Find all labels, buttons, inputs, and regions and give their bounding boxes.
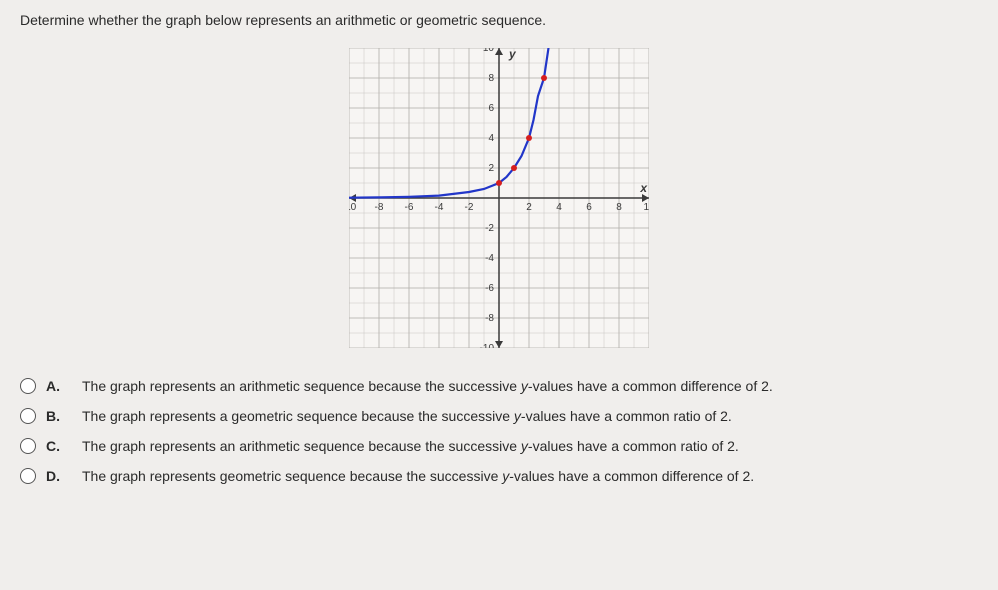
svg-text:-2: -2	[465, 202, 474, 213]
svg-text:6: 6	[488, 103, 494, 114]
svg-text:-8: -8	[375, 202, 384, 213]
question-text: Determine whether the graph below repres…	[20, 12, 978, 28]
radio-icon[interactable]	[20, 408, 36, 424]
svg-text:4: 4	[488, 133, 494, 144]
svg-text:-8: -8	[485, 313, 494, 324]
svg-text:-10: -10	[349, 202, 357, 213]
svg-text:y: y	[508, 48, 517, 61]
options-list: A. The graph represents an arithmetic seq…	[20, 378, 978, 484]
svg-text:-4: -4	[435, 202, 444, 213]
radio-icon[interactable]	[20, 378, 36, 394]
option-text: The graph represents geometric sequence …	[82, 468, 754, 484]
svg-text:-4: -4	[485, 253, 494, 264]
sequence-chart: -10 -8 -6 -4 -2 2 4 6 8 10 -10 -8 -6 -4 -2 2 4 6 8 10 y x	[349, 48, 649, 348]
option-row[interactable]: D. The graph represents geometric sequenc…	[20, 468, 978, 484]
svg-text:2: 2	[526, 202, 532, 213]
option-text: The graph represents a geometric sequenc…	[82, 408, 732, 424]
chart-container: -10 -8 -6 -4 -2 2 4 6 8 10 -10 -8 -6 -4 -2 2 4 6 8 10 y x	[20, 48, 978, 348]
option-letter: C.	[46, 438, 64, 454]
svg-text:4: 4	[556, 202, 562, 213]
svg-text:x: x	[639, 181, 648, 195]
option-letter: A.	[46, 378, 64, 394]
option-text: The graph represents an arithmetic seque…	[82, 438, 739, 454]
option-letter: D.	[46, 468, 64, 484]
option-letter: B.	[46, 408, 64, 424]
option-row[interactable]: B. The graph represents a geometric seque…	[20, 408, 978, 424]
option-row[interactable]: C. The graph represents an arithmetic seq…	[20, 438, 978, 454]
svg-text:-10: -10	[480, 343, 495, 348]
option-row[interactable]: A. The graph represents an arithmetic seq…	[20, 378, 978, 394]
svg-text:-2: -2	[485, 223, 494, 234]
svg-text:10: 10	[483, 48, 495, 54]
svg-text:8: 8	[488, 73, 494, 84]
svg-text:8: 8	[616, 202, 622, 213]
radio-icon[interactable]	[20, 468, 36, 484]
svg-text:10: 10	[643, 202, 649, 213]
svg-text:2: 2	[488, 163, 494, 174]
svg-text:-6: -6	[485, 283, 494, 294]
radio-icon[interactable]	[20, 438, 36, 454]
option-text: The graph represents an arithmetic seque…	[82, 378, 773, 394]
svg-text:6: 6	[586, 202, 592, 213]
svg-text:-6: -6	[405, 202, 414, 213]
